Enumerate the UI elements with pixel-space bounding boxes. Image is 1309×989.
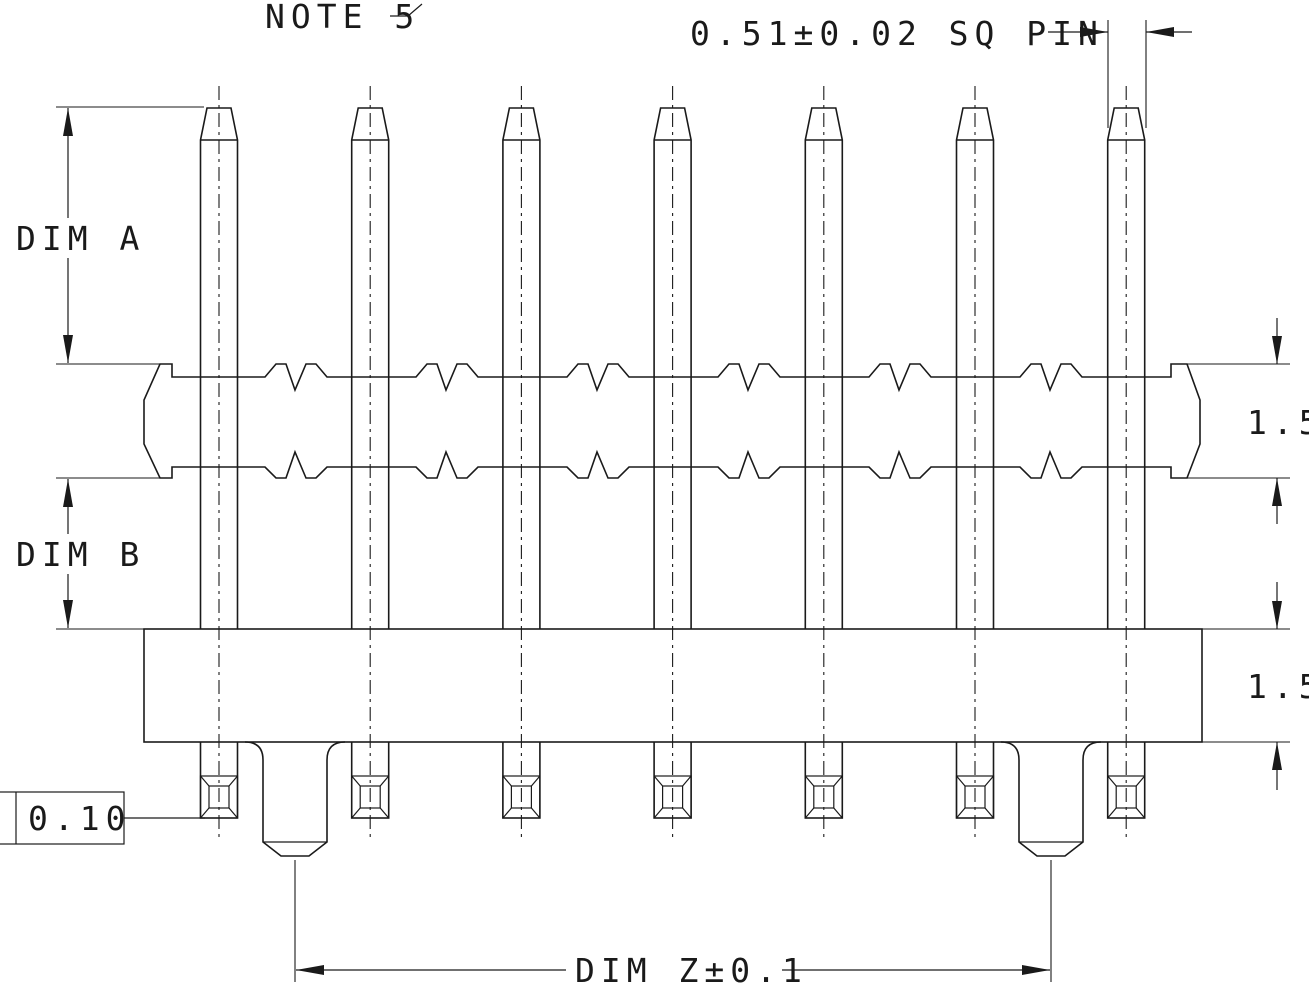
pin-4 — [653, 86, 692, 840]
locating-post-1 — [244, 741, 346, 857]
dim-b-label: DIM B — [16, 535, 145, 574]
note-callout: NOTE 5 — [265, 0, 423, 36]
spacer-arrow-bottom — [1272, 478, 1282, 506]
dim-a-label: DIM A — [16, 219, 145, 258]
spacer-thickness-label: 1.5 — [1247, 403, 1309, 442]
pin-3 — [502, 86, 541, 840]
pin-size-arrow-left — [1080, 27, 1108, 37]
housing-body — [143, 628, 1203, 743]
locating-post-2 — [1000, 741, 1102, 857]
pin-7 — [1106, 86, 1146, 840]
dim-a-arrow-top — [63, 108, 73, 136]
dim-b-arrow-top — [63, 479, 73, 507]
dim-a-arrow-bottom — [63, 335, 73, 363]
housing-arrow-bottom — [1272, 742, 1282, 770]
housing-thickness-label: 1.5 — [1247, 667, 1309, 706]
dim-z-label: DIM Z±0.1 — [575, 951, 808, 989]
spacer-arrow-top — [1272, 336, 1282, 364]
pin-spacer — [143, 363, 1201, 479]
pin-2 — [350, 86, 390, 840]
dim-b-arrow-bottom — [63, 600, 73, 628]
posts-group — [244, 741, 1102, 857]
pin-6 — [955, 86, 995, 840]
pin-size-arrow-right — [1146, 27, 1174, 37]
dim-b: DIM B — [16, 477, 160, 630]
thickness-dims: 1.5 1.5 — [1187, 318, 1309, 790]
housing-arrow-top — [1272, 601, 1282, 629]
note-leader — [390, 3, 423, 17]
flatness-label: 0.10 — [28, 799, 131, 838]
dim-z-arrow-left — [296, 965, 324, 975]
pin-1 — [199, 86, 239, 840]
flatness-callout: 0.10 — [0, 791, 205, 845]
dim-z-arrow-right — [1022, 965, 1050, 975]
pin-size-label: 0.51±0.02 SQ PIN — [690, 14, 1104, 53]
dim-z: DIM Z±0.1 — [294, 860, 1052, 989]
note-label: NOTE 5 — [265, 0, 420, 36]
spacer-outline — [143, 363, 1201, 479]
pin-size-callout: 0.51±0.02 SQ PIN — [690, 14, 1192, 128]
pin-5 — [804, 86, 844, 840]
dim-a: DIM A — [16, 106, 204, 365]
pins-group — [199, 86, 1146, 840]
